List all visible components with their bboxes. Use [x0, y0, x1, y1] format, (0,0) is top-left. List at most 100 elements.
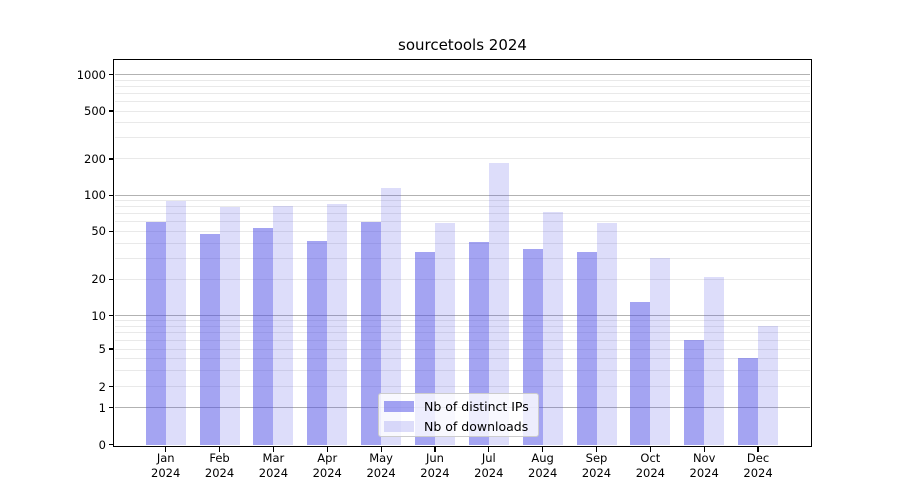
bar-downloads-apr	[327, 203, 348, 445]
y-tick-mark	[109, 278, 114, 280]
x-tick-label: Sep 2024	[581, 451, 612, 480]
x-tick-mark	[703, 446, 705, 452]
x-tick-label: Jun 2024	[420, 451, 450, 480]
x-tick-mark	[165, 446, 167, 452]
x-tick-mark	[218, 446, 221, 452]
y-tick-label: 1	[98, 400, 106, 415]
bar-downloads-sep	[596, 222, 617, 445]
x-tick-label: Aug 2024	[528, 451, 558, 480]
x-tick-label: Nov 2024	[689, 451, 719, 480]
gridline-minor	[114, 200, 811, 202]
gridline-minor	[114, 158, 811, 160]
bar-downloads-jun	[434, 222, 455, 445]
gridline-minor	[114, 230, 811, 232]
page-title: sourcetools 2024	[398, 36, 527, 54]
x-tick-mark	[380, 446, 382, 452]
x-tick-label: Apr 2024	[312, 451, 342, 480]
bar-distinct-ips-jan	[145, 221, 166, 445]
bar-distinct-ips-oct	[630, 301, 651, 445]
y-tick-label: 100	[84, 188, 106, 203]
gridline-major	[114, 194, 811, 196]
bar-downloads-dec	[758, 326, 779, 445]
gridline-minor	[114, 242, 811, 244]
x-tick-label: Jul 2024	[474, 451, 504, 480]
gridline-minor	[114, 339, 811, 341]
gridline-minor	[114, 278, 811, 280]
y-tick-mark	[109, 315, 114, 317]
y-tick-label: 500	[84, 104, 106, 119]
bar-distinct-ips-may	[361, 221, 382, 445]
gridline-minor	[114, 348, 811, 350]
gridline-minor	[114, 332, 811, 334]
bar-distinct-ips-dec	[738, 358, 759, 445]
gridline-minor	[114, 213, 811, 215]
x-tick-mark	[272, 446, 274, 452]
bar-downloads-mar	[273, 205, 294, 445]
gridline-minor	[114, 79, 811, 81]
bar-distinct-ips-apr	[307, 240, 328, 445]
gridline-minor	[114, 257, 811, 259]
legend-item-downloads: Nb of downloads	[384, 418, 528, 434]
y-tick-mark	[109, 406, 114, 409]
legend-label-distinct-ips: Nb of distinct IPs	[424, 398, 529, 414]
gridline-major	[114, 315, 811, 317]
gridline-minor	[114, 369, 811, 371]
legend-item-distinct-ips: Nb of distinct IPs	[384, 398, 529, 414]
y-tick-mark	[109, 158, 114, 160]
x-tick-label: Feb 2024	[204, 451, 235, 480]
legend-swatch-distinct-ips	[384, 400, 414, 412]
y-tick-label: 10	[91, 308, 106, 323]
y-tick-label: 2	[98, 379, 106, 394]
gridline-minor	[114, 101, 811, 102]
y-tick-label: 5	[98, 342, 106, 356]
bar-downloads-jan	[165, 200, 186, 445]
gridline-minor	[114, 85, 811, 87]
gridline-minor	[114, 320, 811, 322]
gridline-minor	[114, 386, 811, 388]
gridline-major	[114, 74, 811, 76]
bar-distinct-ips-feb	[199, 233, 220, 445]
y-tick-mark	[109, 386, 114, 388]
x-tick-mark	[757, 446, 759, 452]
bar-distinct-ips-nov	[684, 340, 705, 445]
bar-downloads-oct	[650, 258, 671, 445]
bar-downloads-feb	[219, 206, 240, 445]
bar-downloads-aug	[542, 212, 563, 445]
gridline-minor	[114, 357, 811, 359]
legend-label-downloads: Nb of downloads	[424, 418, 529, 434]
plot-frame	[113, 59, 812, 447]
x-tick-mark	[649, 446, 651, 452]
y-tick-mark	[109, 230, 114, 233]
y-tick-label: 20	[91, 272, 106, 287]
y-tick-label: 0	[98, 437, 106, 452]
gridline-minor	[114, 206, 811, 208]
y-tick-label: 200	[84, 151, 106, 166]
gridline-minor	[114, 137, 811, 139]
bar-distinct-ips-sep	[576, 251, 597, 445]
x-tick-mark	[488, 446, 490, 452]
y-tick-label: 1000	[76, 67, 106, 82]
y-tick-mark	[109, 74, 114, 76]
gridline-minor	[114, 92, 811, 94]
x-tick-label: Mar 2024	[258, 451, 289, 480]
x-tick-mark	[542, 446, 544, 452]
y-tick-mark	[109, 194, 114, 196]
y-tick-mark	[109, 443, 114, 446]
gridline-minor	[114, 221, 811, 223]
legend-swatch-downloads	[384, 420, 414, 432]
x-tick-mark	[326, 446, 328, 452]
y-tick-mark	[109, 110, 114, 112]
y-tick-label: 50	[91, 224, 106, 239]
bar-downloads-nov	[704, 276, 725, 445]
gridline-minor	[114, 122, 811, 124]
x-tick-label: Oct 2024	[635, 451, 665, 480]
x-tick-label: Jan 2024	[151, 451, 181, 480]
gridline-minor	[114, 325, 811, 327]
x-tick-mark	[434, 446, 436, 452]
legend: Nb of distinct IPs Nb of downloads	[378, 393, 539, 437]
bar-downloads-jul	[488, 163, 509, 445]
y-tick-mark	[109, 348, 114, 350]
x-tick-label: May 2024	[366, 451, 396, 480]
bar-distinct-ips-mar	[253, 228, 274, 445]
